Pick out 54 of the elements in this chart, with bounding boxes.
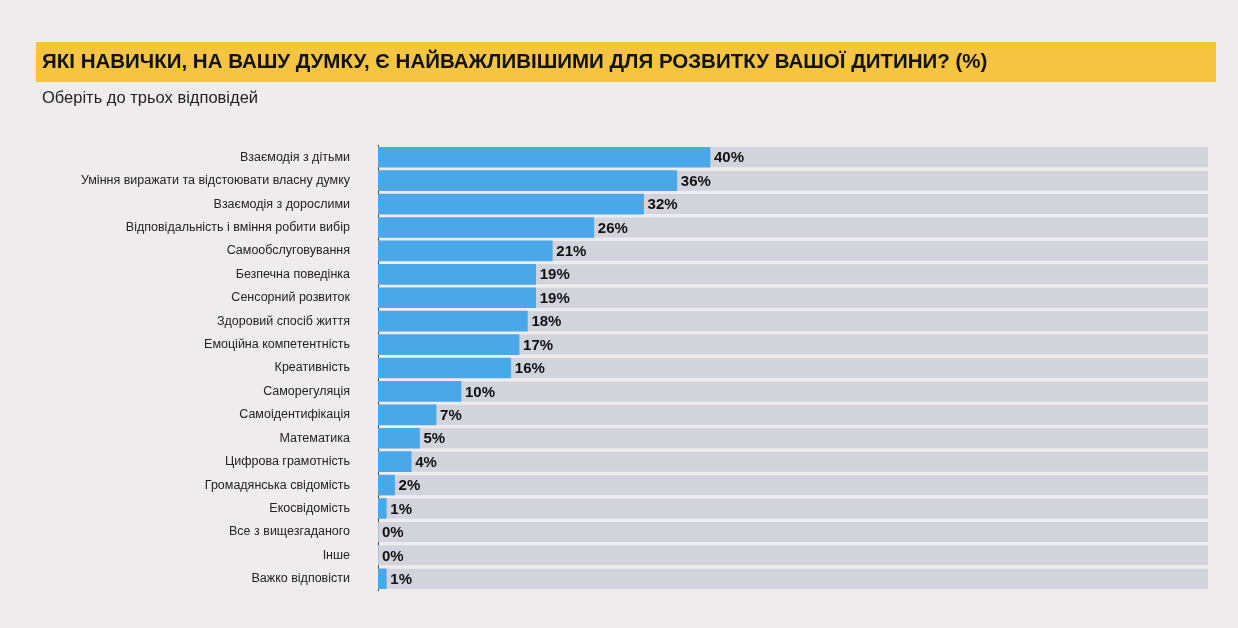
y-tick-label: Здоровий спосіб життя [217, 313, 350, 328]
bar [378, 357, 512, 379]
data-label: 4% [415, 452, 437, 470]
text: Оберіть до трьох відповідей [42, 88, 259, 107]
bar [378, 474, 395, 496]
data-label: 19% [539, 265, 570, 283]
data-label: 2% [398, 476, 421, 494]
y-tick-label: Емоційна компетентність [204, 337, 350, 352]
y-tick-label: Взаємодія з дітьми [239, 149, 351, 164]
y-tick-label: Сенсорний розвиток [231, 290, 351, 305]
bar [378, 217, 595, 238]
data-label: 17% [523, 335, 554, 353]
bar [378, 568, 387, 590]
bar [378, 263, 537, 285]
y-tick-label: Важко відповісти [251, 571, 351, 586]
y-tick-label: Безпечна поведінка [235, 266, 351, 281]
data-label: 18% [531, 312, 562, 330]
y-tick-label: Саморегуляція [263, 383, 350, 398]
data-label: 21% [556, 242, 587, 260]
y-tick-label: Інше [322, 547, 351, 562]
data-label: 16% [514, 359, 545, 377]
data-label: 36% [680, 171, 711, 189]
bar [378, 310, 528, 332]
bar [378, 451, 412, 473]
y-tick-label: Відповідальність і вміння робити вибір [125, 219, 351, 234]
y-tick-label: Громадянська свідомість [204, 477, 350, 492]
y-tick-label: Взаємодія з дорослими [213, 196, 350, 211]
bar [378, 404, 437, 426]
data-label: 0% [382, 523, 404, 541]
data-label: 32% [647, 195, 678, 213]
data-label: 5% [423, 429, 446, 447]
y-tick-label: Самоідентифікація [239, 407, 350, 422]
y-tick-label: Креативність [274, 360, 350, 375]
chart-title: ЯКІ НАВИЧКИ, НА ВАШУ ДУМКУ, Є НАЙВАЖЛИВІШИМИ ДЛЯ РОЗВИТКУ ВАШОЇ ДИТИНИ? (%) [36, 42, 1216, 82]
y-tick-label: Самообслуговування [226, 243, 350, 258]
bar [378, 287, 537, 309]
bar [378, 240, 553, 262]
y-tick-label: Математика [279, 430, 351, 445]
data-label: 0% [382, 546, 404, 564]
data-label: 40% [714, 148, 745, 166]
data-label: 10% [465, 382, 496, 400]
data-label: 26% [597, 218, 628, 236]
y-tick-label: Цифрова грамотність [225, 454, 350, 469]
data-label: 1% [390, 569, 412, 587]
bar [378, 498, 387, 519]
data-label: 1% [390, 499, 412, 517]
bar [378, 427, 420, 449]
bar [378, 334, 520, 355]
y-tick-label: Все з вищезгаданого [229, 524, 351, 539]
data-label: 19% [539, 288, 570, 306]
y-tick-label: Екосвідомість [269, 500, 350, 515]
y-tick-label: Уміння виражати та відстоювати власну думку [80, 173, 351, 188]
bar [378, 381, 462, 402]
data-label: 7% [440, 405, 462, 423]
